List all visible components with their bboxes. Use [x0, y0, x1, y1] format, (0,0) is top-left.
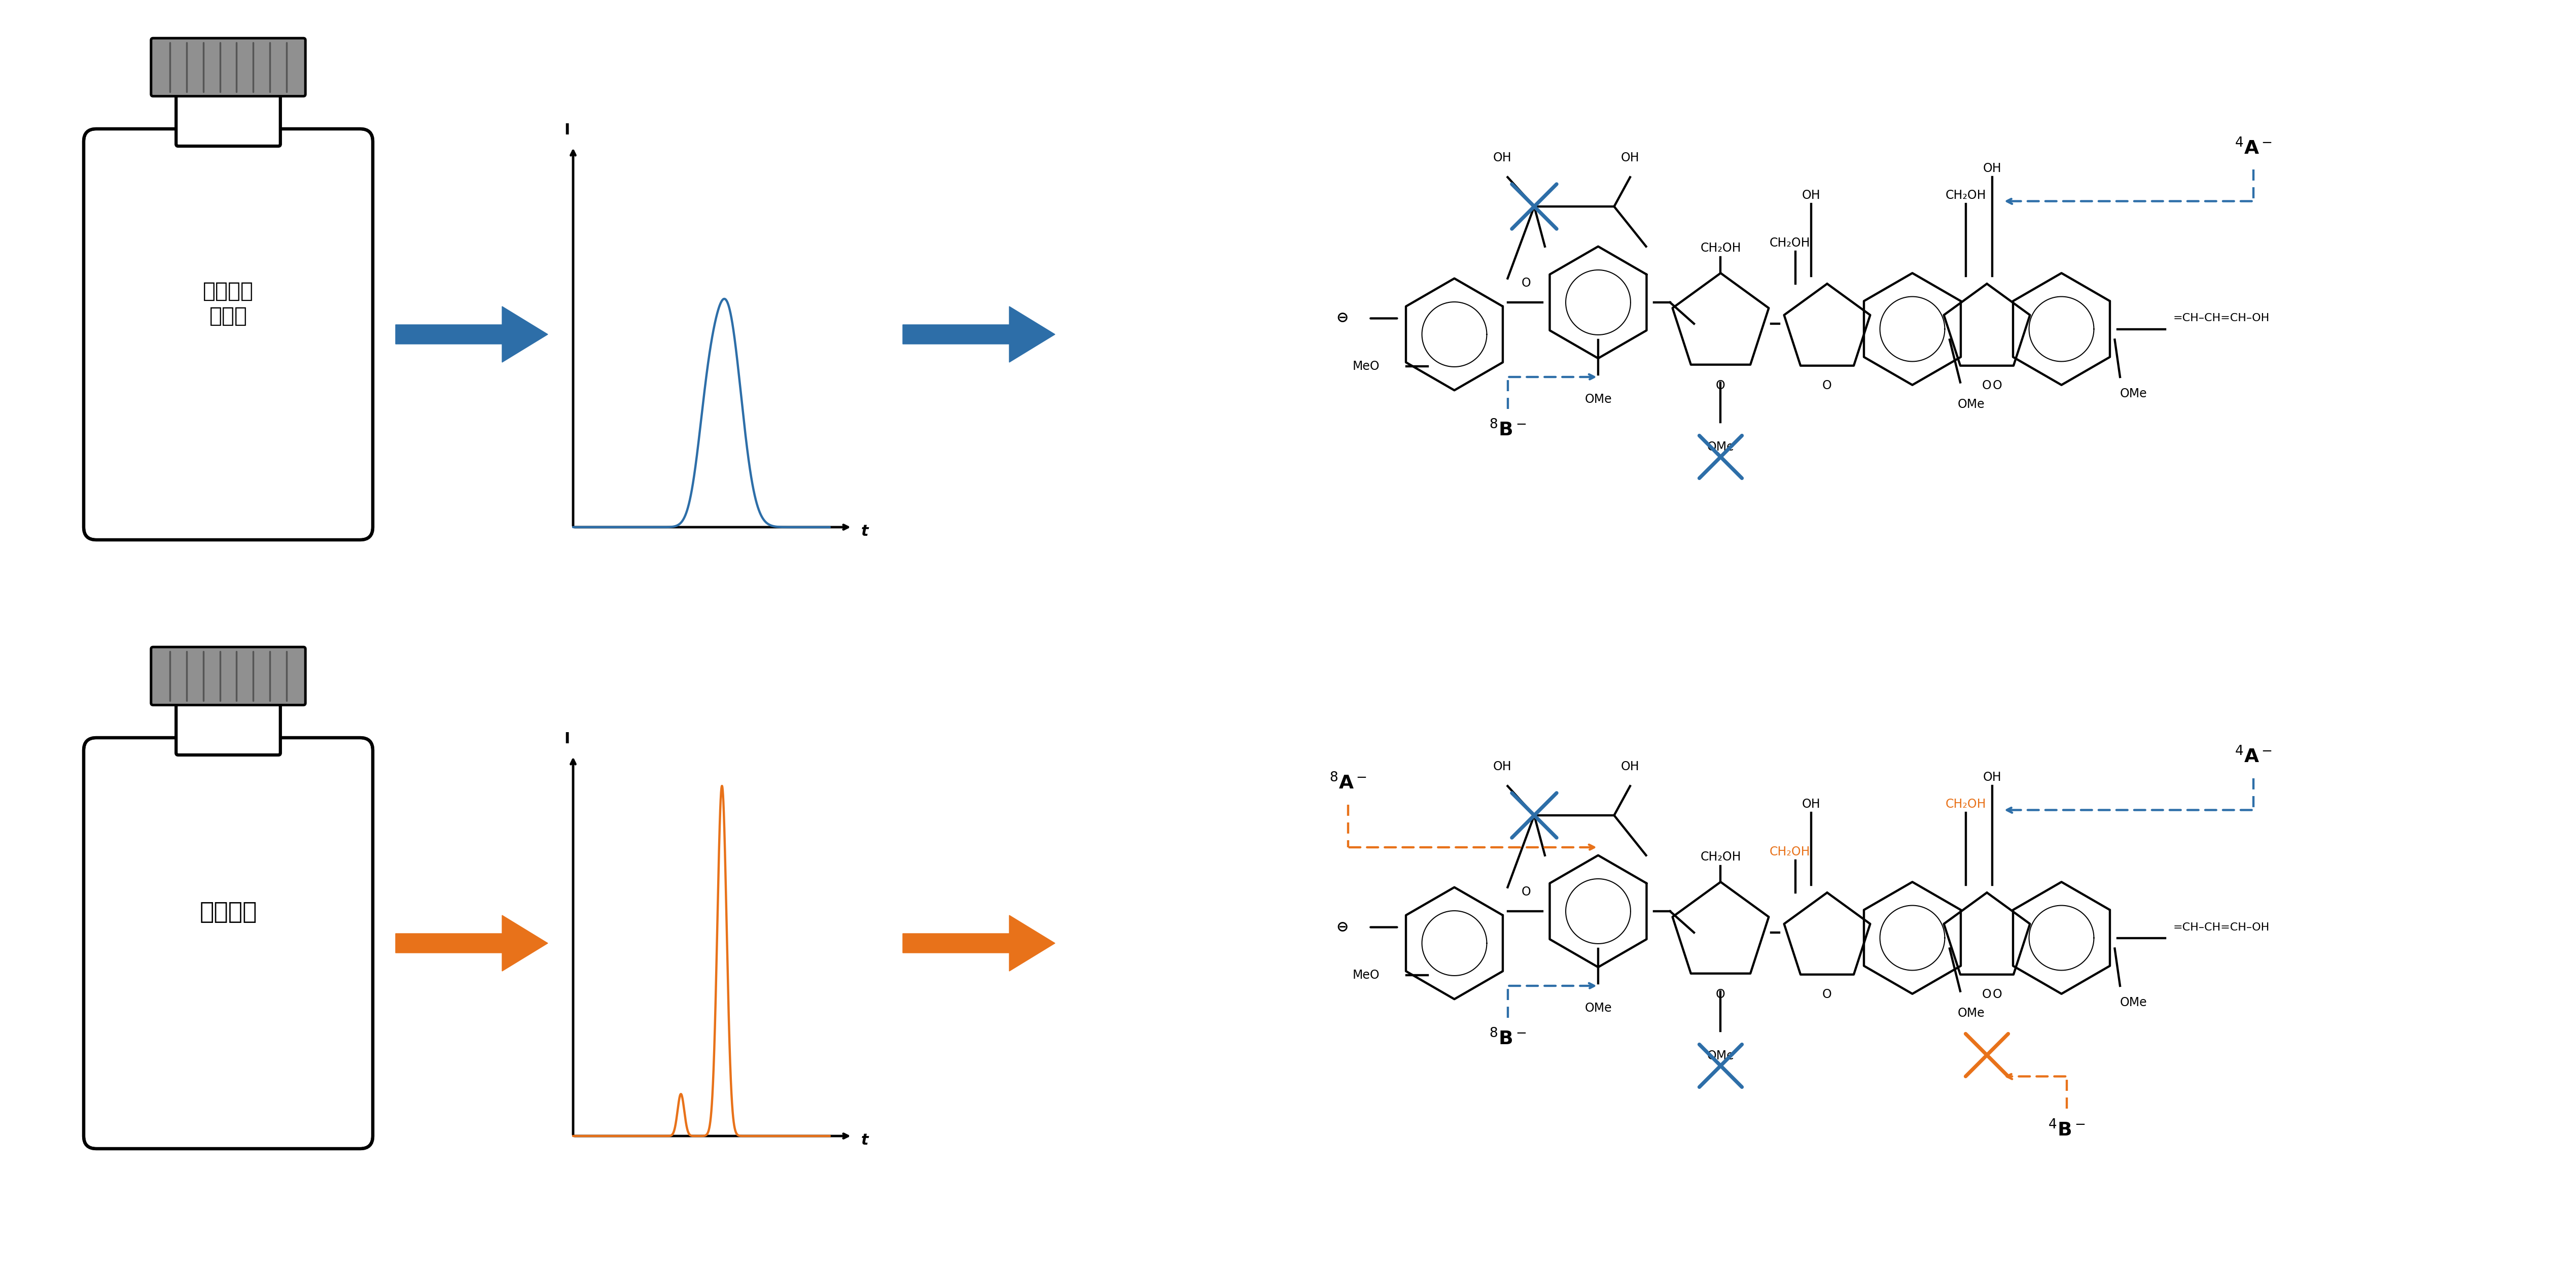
Text: CH₂OH: CH₂OH	[1700, 852, 1741, 863]
Text: O: O	[1994, 989, 2002, 1001]
Text: $^8$B$^-$: $^8$B$^-$	[1489, 1029, 1525, 1049]
Text: OH: OH	[1801, 798, 1821, 810]
Text: OMe: OMe	[2120, 388, 2148, 400]
Text: CH₂OH: CH₂OH	[1945, 188, 1986, 201]
FancyBboxPatch shape	[175, 696, 281, 755]
Text: O: O	[1821, 989, 1832, 1001]
Text: CH₂OH: CH₂OH	[1770, 237, 1811, 250]
Text: O: O	[1522, 886, 1530, 897]
Polygon shape	[397, 307, 549, 363]
Text: O: O	[1522, 278, 1530, 289]
Text: ⊖: ⊖	[1337, 312, 1350, 326]
Text: OH: OH	[1620, 151, 1638, 164]
FancyBboxPatch shape	[152, 38, 307, 97]
Text: $^8$A$^-$: $^8$A$^-$	[1329, 774, 1365, 793]
Text: OMe: OMe	[1708, 1050, 1734, 1062]
Text: $^4$A$^-$: $^4$A$^-$	[2233, 137, 2272, 158]
FancyBboxPatch shape	[175, 88, 281, 146]
Text: O: O	[1716, 379, 1726, 392]
Text: $^8$B$^-$: $^8$B$^-$	[1489, 420, 1525, 440]
Text: I: I	[564, 122, 569, 137]
FancyBboxPatch shape	[82, 129, 374, 540]
FancyBboxPatch shape	[152, 647, 307, 705]
FancyBboxPatch shape	[82, 738, 374, 1148]
Text: OH: OH	[1984, 163, 2002, 174]
Text: OMe: OMe	[1584, 1002, 1613, 1015]
Text: 아세트산
암모늄: 아세트산 암모늄	[204, 280, 252, 326]
Text: OH: OH	[1801, 188, 1821, 201]
Text: 아세트산: 아세트산	[198, 901, 258, 924]
Text: O: O	[1994, 379, 2002, 392]
Text: O: O	[1981, 989, 1991, 1001]
Text: $^4$A$^-$: $^4$A$^-$	[2233, 747, 2272, 766]
Text: =CH–CH=CH–OH: =CH–CH=CH–OH	[2174, 313, 2269, 323]
Text: OMe: OMe	[1584, 393, 1613, 405]
Text: O: O	[1981, 379, 1991, 392]
FancyBboxPatch shape	[88, 303, 368, 535]
Polygon shape	[397, 915, 549, 971]
Text: OMe: OMe	[2120, 997, 2148, 1008]
Text: OH: OH	[1984, 771, 2002, 783]
Polygon shape	[902, 307, 1056, 363]
Text: CH₂OH: CH₂OH	[1700, 242, 1741, 255]
Text: t: t	[860, 524, 868, 538]
Text: $^4$B$^-$: $^4$B$^-$	[2048, 1119, 2087, 1139]
Text: OH: OH	[1494, 151, 1512, 164]
Text: OMe: OMe	[1958, 1007, 1984, 1020]
Text: OMe: OMe	[1708, 440, 1734, 453]
Text: OH: OH	[1620, 760, 1638, 773]
Text: O: O	[1821, 379, 1832, 392]
Text: O: O	[1716, 989, 1726, 1001]
Text: MeO: MeO	[1352, 360, 1381, 373]
Text: CH₂OH: CH₂OH	[1770, 845, 1811, 858]
Text: OH: OH	[1494, 760, 1512, 773]
Text: CH₂OH: CH₂OH	[1945, 798, 1986, 810]
Polygon shape	[902, 915, 1056, 971]
Text: OMe: OMe	[1958, 398, 1984, 410]
Text: I: I	[564, 732, 569, 746]
Text: t: t	[860, 1133, 868, 1147]
Text: MeO: MeO	[1352, 969, 1381, 981]
FancyBboxPatch shape	[88, 911, 368, 1144]
Text: ⊖: ⊖	[1337, 920, 1350, 934]
Text: =CH–CH=CH–OH: =CH–CH=CH–OH	[2174, 922, 2269, 932]
